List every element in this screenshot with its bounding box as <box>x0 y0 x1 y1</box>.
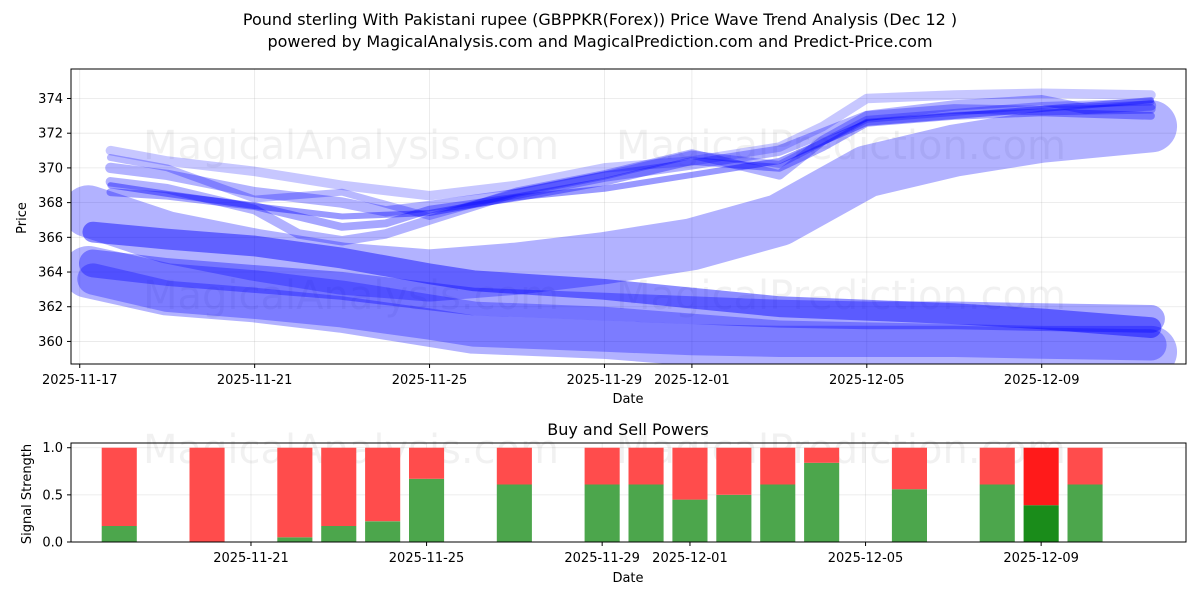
sell-power-bar <box>716 447 752 495</box>
main-chart-title-line1: Pound sterling With Pakistani rupee (GBP… <box>243 10 957 29</box>
bottom-x-tick-label: 2025-12-09 <box>1003 551 1079 566</box>
watermark-text: MagicalAnalysis.com <box>143 123 559 169</box>
sell-power-bar <box>891 447 927 490</box>
buy-power-bar <box>101 526 137 542</box>
top-y-tick-label: 372 <box>38 127 63 142</box>
buy-power-bar <box>760 484 796 542</box>
top-x-tick-label: 2025-12-05 <box>829 373 905 388</box>
wave-band-upper-wave-4 <box>106 108 1155 231</box>
buy-power-bar <box>365 521 401 542</box>
sell-power-bar <box>189 447 225 542</box>
top-y-axis-label: Price <box>15 202 30 234</box>
watermark-text: MagicalPrediction.com <box>616 273 1066 319</box>
bottom-x-axis-label: Date <box>612 571 643 586</box>
sell-power-bar <box>101 447 137 526</box>
top-y-tick-label: 370 <box>38 161 63 176</box>
wave-band-upper-wave-5 <box>107 97 1155 220</box>
main-chart-title-line2: powered by MagicalAnalysis.com and Magic… <box>267 32 932 51</box>
sell-power-bar <box>760 447 796 485</box>
wave-band-lower-wave-wide <box>71 245 1178 364</box>
bottom-x-tick-label: 2025-12-01 <box>652 551 728 566</box>
top-x-tick-label: 2025-11-17 <box>42 373 118 388</box>
top-x-tick-label: 2025-11-21 <box>217 373 293 388</box>
top-plot-frame <box>70 68 1187 365</box>
wave-band-lower-wave-2 <box>79 249 1165 333</box>
top-y-tick-label: 364 <box>38 266 63 281</box>
buy-power-bar <box>1023 505 1059 542</box>
buy-power-bar <box>804 462 840 542</box>
sell-power-bar <box>496 447 532 485</box>
bottom-y-tick-label: 0.0 <box>42 536 63 551</box>
buy-power-bar <box>584 484 620 542</box>
wave-band-lower-wave-1 <box>77 263 1167 361</box>
top-x-tick-label: 2025-11-29 <box>567 373 643 388</box>
wave-band-upper-wave-1 <box>105 94 1157 217</box>
bottom-chart-title: Buy and Sell Powers <box>547 420 709 439</box>
bottom-y-tick-label: 1.0 <box>42 441 63 456</box>
wave-band-upper-wave-3 <box>105 88 1156 201</box>
sell-power-bar <box>628 447 664 485</box>
buy-power-bar <box>277 537 313 542</box>
buy-power-bar <box>1067 484 1103 542</box>
top-x-tick-label: 2025-12-09 <box>1004 373 1080 388</box>
buy-power-bar <box>672 499 708 542</box>
buy-power-bar <box>891 489 927 542</box>
sell-power-bar <box>409 447 445 479</box>
bottom-plot-frame <box>70 442 1187 543</box>
top-y-tick-label: 362 <box>38 300 63 315</box>
sell-power-bar <box>277 447 313 538</box>
sell-power-bar <box>584 447 620 485</box>
bottom-x-tick-label: 2025-11-25 <box>389 551 465 566</box>
wave-band-upper-wave-2 <box>105 104 1156 246</box>
sell-power-bar <box>672 447 708 500</box>
buy-power-bar <box>409 478 445 542</box>
buy-power-bar <box>979 484 1015 542</box>
sell-power-bar <box>321 447 357 526</box>
sell-power-bar <box>1023 447 1059 506</box>
wave-band-lower-wave-3 <box>82 221 1162 339</box>
bottom-x-tick-label: 2025-11-29 <box>564 551 640 566</box>
buy-power-bar <box>716 494 752 542</box>
watermark-text: MagicalPrediction.com <box>616 123 1066 169</box>
top-x-tick-label: 2025-12-01 <box>654 373 730 388</box>
top-y-tick-label: 368 <box>38 196 63 211</box>
bottom-x-tick-label: 2025-11-21 <box>213 551 289 566</box>
buy-sell-powers-plot: MagicalAnalysis.comMagicalPrediction.com… <box>42 427 1187 566</box>
top-x-axis-label: Date <box>612 392 643 407</box>
top-y-tick-label: 374 <box>38 92 63 107</box>
buy-power-bar <box>321 526 357 542</box>
wave-band-rising-wave-wide <box>71 100 1178 302</box>
price-wave-plot: MagicalAnalysis.com MagicalPrediction.com… <box>38 68 1187 388</box>
buy-power-bar <box>496 484 532 542</box>
sell-power-bar <box>365 447 401 522</box>
wave-band-upper-wave-6 <box>106 98 1155 220</box>
sell-power-bar <box>979 447 1015 485</box>
buy-power-bar <box>628 484 664 542</box>
sell-power-bar <box>804 447 840 463</box>
watermark-text: MagicalAnalysis.com <box>143 273 559 319</box>
bottom-y-axis-label: Signal Strength <box>20 444 35 544</box>
sell-power-bar <box>1067 447 1103 485</box>
top-y-tick-label: 366 <box>38 231 63 246</box>
top-x-tick-label: 2025-11-25 <box>392 373 468 388</box>
top-y-tick-label: 360 <box>38 335 63 350</box>
bottom-x-tick-label: 2025-12-05 <box>828 551 904 566</box>
bottom-y-tick-label: 0.5 <box>42 488 63 503</box>
